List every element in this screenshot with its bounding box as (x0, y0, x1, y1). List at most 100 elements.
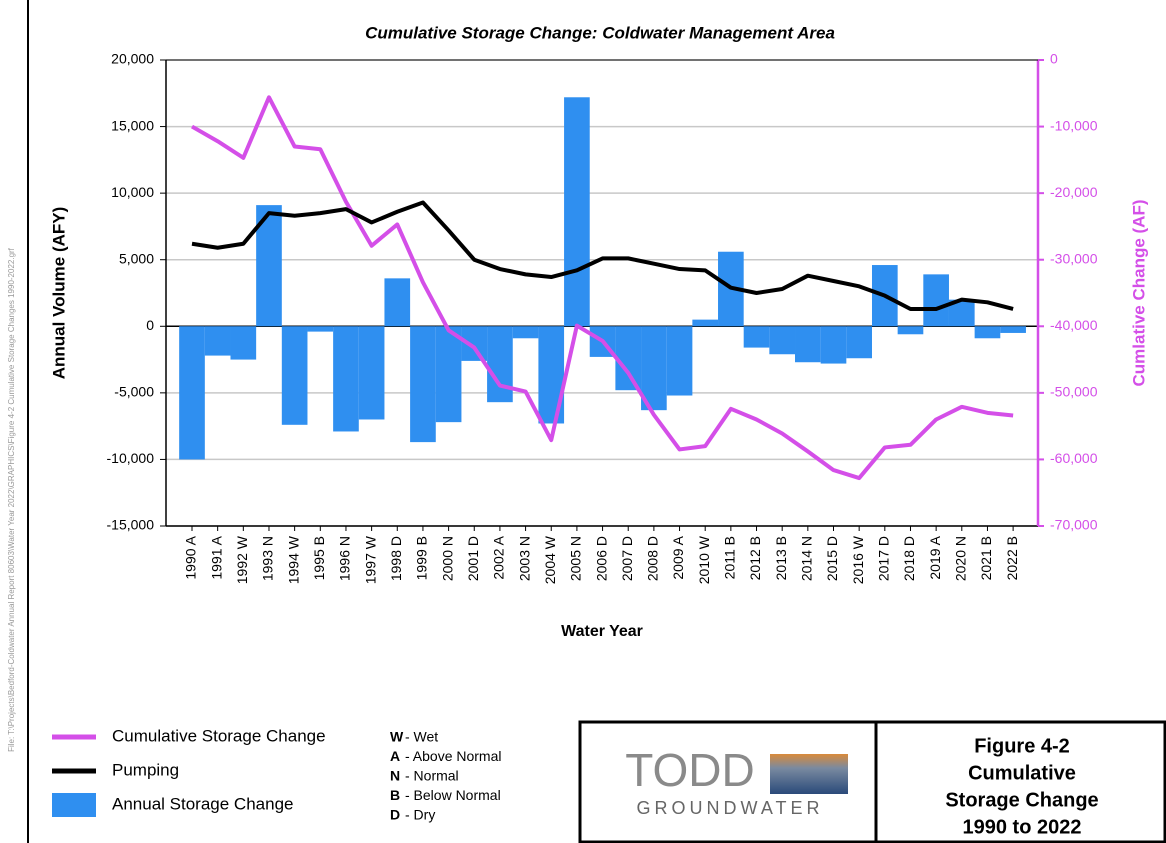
bar (846, 326, 872, 359)
bar (897, 326, 924, 335)
line (191, 200, 1014, 311)
key-meaning: - Wet (405, 729, 438, 745)
x-tick-label: 1995 B (311, 536, 327, 580)
x-tick-label: 2002 A (491, 535, 507, 579)
bar (692, 319, 719, 327)
y2-tick-label: -30,000 (1050, 250, 1098, 266)
logo-mark (770, 754, 848, 794)
logo-sub: GROUNDWATER (637, 798, 824, 818)
x-tick-label: 1996 N (337, 536, 353, 581)
key-letter: B (390, 787, 400, 803)
bar (410, 326, 436, 443)
y-tick-label: -10,000 (107, 450, 155, 466)
x-tick-label: 2021 B (978, 536, 994, 580)
y2-tick-label: -40,000 (1050, 317, 1098, 333)
x-tick-label: 2006 D (593, 536, 609, 581)
bar (564, 97, 590, 327)
y2-tick-label: -50,000 (1050, 384, 1098, 400)
bar (307, 326, 334, 332)
x-tick-label: 1990 A (183, 535, 199, 579)
figure-line: Figure 4-2 (974, 735, 1070, 757)
legend-swatch (52, 793, 96, 817)
key-meaning: - Normal (405, 768, 459, 784)
title-block (578, 720, 1166, 843)
chart-title: Cumulative Storage Change: Coldwater Man… (365, 23, 835, 42)
bar (743, 326, 770, 348)
bar (769, 326, 796, 355)
x-tick-label: 2005 N (568, 536, 584, 581)
y-tick-label: 0 (146, 317, 154, 333)
x-tick-label: 2016 W (850, 535, 866, 584)
figure-caption: Figure 4-2 Cumulative Storage Change 1990 t… (945, 735, 1098, 838)
y2-tick-label: -70,000 (1050, 517, 1098, 533)
x-tick-label: 2022 B (1004, 536, 1020, 580)
bar (281, 326, 308, 425)
y2-tick-label: -20,000 (1050, 184, 1098, 200)
key-meaning: - Dry (405, 807, 435, 823)
bar (1000, 326, 1026, 333)
x-tick-label: 1992 W (234, 535, 250, 584)
y-tick-label: 15,000 (111, 117, 154, 133)
x-tick-label: 2017 D (876, 536, 892, 581)
x-tick-label: 2018 D (901, 536, 917, 581)
bar (974, 326, 1001, 339)
key-letter: A (390, 748, 400, 764)
key-meaning: - Above Normal (405, 748, 501, 764)
bar (666, 326, 693, 396)
x-tick-label: 1999 B (414, 536, 430, 580)
x-tick-label: 2007 D (619, 536, 635, 581)
y-tick-label: 20,000 (111, 51, 154, 67)
bar (333, 326, 359, 432)
x-tick-label: 2012 B (747, 536, 763, 580)
x-tick-label: 2010 W (696, 535, 712, 584)
figure-line: 1990 to 2022 (963, 816, 1082, 838)
line (191, 95, 1014, 481)
bar (512, 326, 539, 339)
bar (820, 326, 847, 364)
key-letter: D (390, 807, 400, 823)
bar (795, 326, 821, 363)
x-tick-label: 2000 N (439, 536, 455, 581)
bar (230, 326, 257, 360)
x-tick-label: 2001 D (465, 536, 481, 581)
x-tick-label: 2009 A (670, 535, 686, 579)
bar (435, 326, 462, 423)
x-tick-label: 2008 D (645, 536, 661, 581)
x-tick-label: 1998 D (388, 536, 404, 581)
figure-line: Storage Change (945, 789, 1098, 811)
legend-label: Cumulative Storage Change (112, 726, 326, 745)
bar (204, 326, 231, 356)
bar (384, 278, 411, 327)
y2-tick-label: 0 (1050, 51, 1058, 67)
figure-line: Cumulative (968, 762, 1076, 784)
bar (179, 326, 205, 460)
y2-tick-label: -60,000 (1050, 450, 1098, 466)
x-tick-label: 1991 A (208, 535, 224, 579)
file-path: File: T:\Projects\Bedford-Coldwater Annu… (7, 247, 16, 752)
y-axis-label: Annual Volume (AFY) (49, 207, 68, 380)
x-tick-label: 2015 D (824, 536, 840, 581)
legend-label: Pumping (112, 760, 179, 779)
plot-area (166, 60, 1038, 526)
bar (923, 274, 949, 327)
x-tick-label: 2013 B (773, 536, 789, 580)
x-axis-label: Water Year (561, 623, 643, 640)
x-tick-label: 2014 N (799, 536, 815, 581)
bar (615, 326, 642, 391)
logo-name: TODD (625, 744, 755, 796)
y-tick-label: 5,000 (119, 250, 154, 266)
bar (358, 326, 385, 420)
key-meaning: - Below Normal (405, 787, 501, 803)
x-tick-label: 2003 N (516, 536, 532, 581)
y2-tick-label: -10,000 (1050, 117, 1098, 133)
y2-axis-label: Cumlative Change (AF) (1129, 199, 1148, 386)
key-letter: W (390, 729, 404, 745)
x-tick-label: 2004 W (542, 535, 558, 584)
y-tick-label: 10,000 (111, 184, 154, 200)
x-tick-label: 1994 W (285, 535, 301, 584)
x-tick-label: 2019 A (927, 535, 943, 579)
bar (641, 326, 667, 411)
legend-label: Annual Storage Change (112, 794, 293, 813)
x-tick-label: 1993 N (260, 536, 276, 581)
